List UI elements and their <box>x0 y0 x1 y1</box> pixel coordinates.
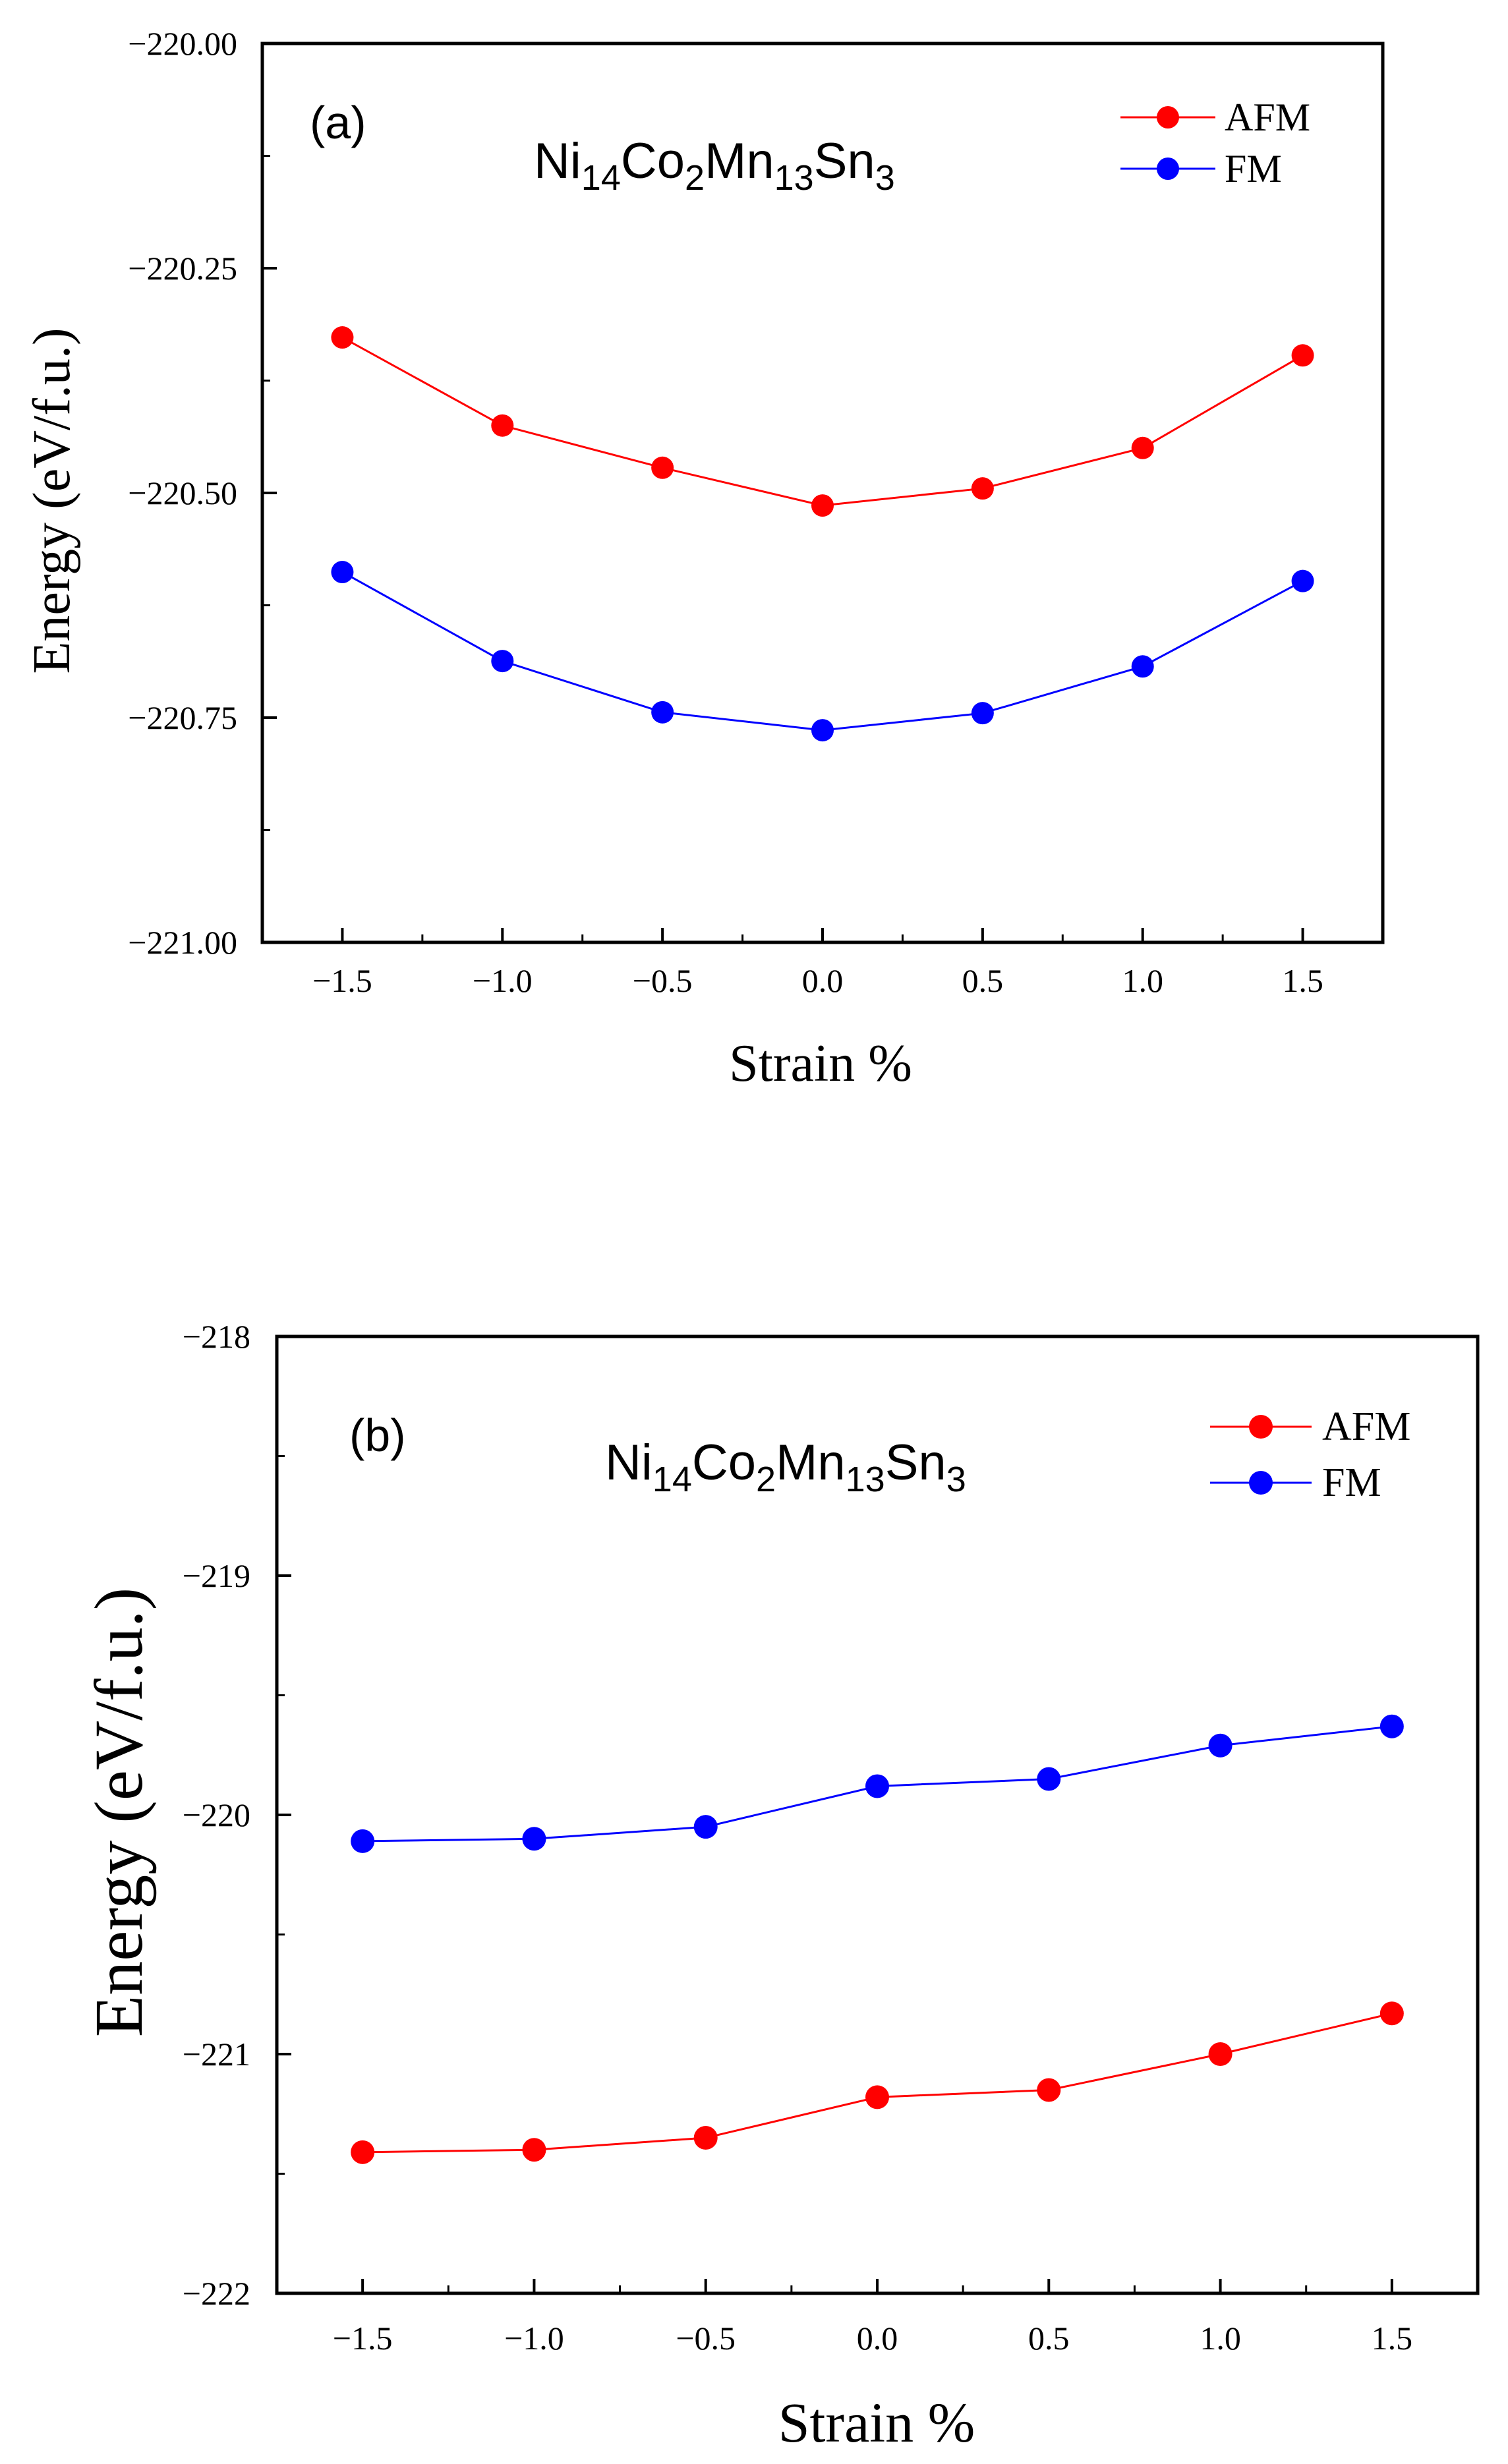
data-point-fm <box>522 1827 546 1851</box>
title-subscript: 2 <box>756 1460 776 1499</box>
title-element: Mn <box>776 1435 846 1491</box>
x-axis: −1.5 −1.0 −0.5 0.0 0.5 1.0 1.5 <box>276 2279 1479 2357</box>
data-point-fm <box>651 701 674 724</box>
data-point-afm <box>865 2085 889 2109</box>
title-element: Mn <box>705 133 774 189</box>
y-tick-label: −222 <box>183 2275 250 2312</box>
y-tick-label: −221 <box>183 2036 250 2073</box>
x-axis-label: Strain % <box>778 2391 975 2454</box>
data-point-afm <box>811 494 834 517</box>
x-tick-label: 1.5 <box>1282 962 1323 999</box>
data-point-afm <box>491 414 514 437</box>
x-tick-label: −1.0 <box>504 2320 564 2357</box>
series-layer <box>351 1714 1404 2164</box>
legend-marker-afm <box>1249 1415 1273 1439</box>
data-point-afm <box>693 2126 718 2150</box>
chart-title: Ni14Co2Mn13Sn3 <box>534 133 895 198</box>
panel-a: −221.00 −220.75 −220.50 −220.25 −220.00 −1.5… <box>23 25 1385 1093</box>
data-point-afm <box>331 326 354 349</box>
y-tick-label: −220.25 <box>128 250 237 287</box>
title-subscript: 3 <box>875 158 895 198</box>
title-subscript: 3 <box>946 1460 966 1499</box>
legend-label-afm: AFM <box>1225 96 1310 139</box>
title-element: Sn <box>885 1435 946 1491</box>
legend-marker-fm <box>1249 1471 1273 1495</box>
data-point-afm <box>1379 2001 1404 2026</box>
data-point-fm <box>971 702 994 725</box>
x-tick-label: −1.0 <box>473 962 533 999</box>
data-point-fm <box>693 1815 718 1839</box>
x-tick-label: 0.0 <box>857 2320 898 2357</box>
x-tick-label: −1.5 <box>312 962 372 999</box>
data-point-afm <box>651 456 674 479</box>
x-tick-label: 0.5 <box>1028 2320 1070 2357</box>
y-tick-label: −221.00 <box>128 924 237 961</box>
panel-label: (a) <box>310 97 366 148</box>
data-point-fm <box>331 561 354 584</box>
title-element: Sn <box>814 133 875 189</box>
legend-marker-afm <box>1157 106 1179 129</box>
data-point-fm <box>811 719 834 742</box>
y-axis-label: Energy (eV/f.u.) <box>81 1588 157 2038</box>
data-point-afm <box>351 2140 375 2164</box>
y-tick-label: −220.50 <box>128 474 237 511</box>
y-axis-label: Energy (eV/f.u.) <box>23 328 81 674</box>
data-point-afm <box>1037 2078 1061 2102</box>
data-point-afm <box>1131 436 1154 459</box>
data-point-fm <box>1291 569 1314 592</box>
x-tick-label: 0.5 <box>962 962 1004 999</box>
series-line-fm <box>341 571 1304 731</box>
y-axis: −221.00 −220.75 −220.50 −220.25 −220.00 <box>128 25 277 961</box>
data-point-fm <box>1208 1733 1232 1758</box>
series-line-afm <box>341 336 1304 507</box>
data-point-fm <box>491 650 514 673</box>
legend-label-afm: AFM <box>1322 1404 1410 1449</box>
title-subscript: 2 <box>685 158 705 198</box>
x-axis-label: Strain % <box>729 1035 912 1093</box>
x-tick-label: 1.0 <box>1200 2320 1241 2357</box>
series-line-afm <box>362 2012 1393 2154</box>
y-tick-label: −220.00 <box>128 25 237 62</box>
panel-label: (b) <box>349 1410 406 1461</box>
title-subscript: 14 <box>581 158 621 198</box>
data-point-afm <box>1208 2042 1232 2066</box>
data-point-fm <box>1131 655 1154 678</box>
x-tick-label: −0.5 <box>676 2320 736 2357</box>
x-tick-label: 1.0 <box>1122 962 1163 999</box>
legend-label-fm: FM <box>1322 1460 1381 1505</box>
chart-title: Ni14Co2Mn13Sn3 <box>605 1435 966 1499</box>
x-tick-label: −1.5 <box>333 2320 393 2357</box>
title-subscript: 13 <box>774 158 814 198</box>
data-point-fm <box>351 1829 375 1853</box>
data-point-fm <box>865 1774 889 1798</box>
legend-label-fm: FM <box>1225 147 1282 190</box>
data-point-fm <box>1379 1714 1404 1738</box>
panel-b: −222 −221 −220 −219 −218 −1.5 −1.0 −0.5 0.0 0.5 1… <box>81 1318 1480 2454</box>
title-element: Co <box>621 133 685 189</box>
title-element: Ni <box>534 133 581 189</box>
legend-marker-fm <box>1157 158 1179 180</box>
legend: AFM FM <box>1120 96 1310 190</box>
data-point-afm <box>1291 344 1314 367</box>
title-element: Ni <box>605 1435 652 1491</box>
data-point-fm <box>1037 1767 1061 1791</box>
title-element: Co <box>692 1435 756 1491</box>
data-point-afm <box>971 477 994 500</box>
x-tick-label: 0.0 <box>802 962 844 999</box>
x-tick-label: −0.5 <box>633 962 693 999</box>
y-tick-label: −218 <box>183 1318 250 1355</box>
data-point-afm <box>522 2138 546 2162</box>
y-tick-label: −219 <box>183 1557 250 1594</box>
y-tick-label: −220 <box>183 1796 250 1833</box>
legend: AFM FM <box>1210 1404 1410 1505</box>
series-layer <box>331 326 1314 742</box>
title-subscript: 14 <box>652 1460 692 1499</box>
y-tick-label: −220.75 <box>128 699 237 736</box>
x-axis: −1.5 −1.0 −0.5 0.0 0.5 1.0 1.5 <box>261 928 1384 999</box>
x-tick-label: 1.5 <box>1372 2320 1413 2357</box>
title-subscript: 13 <box>846 1460 885 1499</box>
y-axis: −222 −221 −220 −219 −218 <box>183 1318 291 2312</box>
